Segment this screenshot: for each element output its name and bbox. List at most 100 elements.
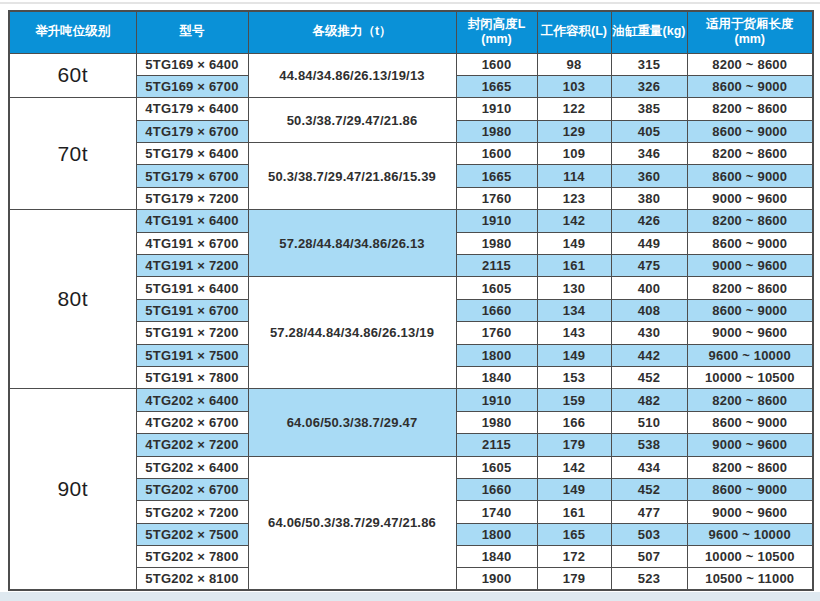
stage-thrust-cell: 64.06/50.3/38.7/29.47	[248, 389, 456, 456]
working-volume-cell: 103	[537, 75, 611, 97]
model-cell: 4TG191 × 7200	[136, 255, 248, 277]
working-volume-cell: 122	[537, 98, 611, 120]
model-cell: 5TG202 × 7500	[136, 523, 248, 545]
closed-height-cell: 1760	[456, 322, 537, 344]
working-volume-cell: 134	[537, 299, 611, 321]
cylinder-weight-cell: 430	[611, 322, 687, 344]
cylinder-weight-cell: 510	[611, 411, 687, 433]
tonnage-class-cell: 60t	[9, 53, 136, 98]
model-cell: 4TG191 × 6700	[136, 232, 248, 254]
closed-height-cell: 1980	[456, 120, 537, 142]
model-cell: 4TG179 × 6700	[136, 120, 248, 142]
cylinder-weight-cell: 477	[611, 501, 687, 523]
column-header-4: 工作容积(L)	[537, 11, 611, 53]
cylinder-weight-cell: 538	[611, 434, 687, 456]
working-volume-cell: 143	[537, 322, 611, 344]
cylinder-weight-cell: 449	[611, 232, 687, 254]
page-bottom-strip	[0, 592, 820, 601]
closed-height-cell: 1840	[456, 546, 537, 568]
cargo-box-length-cell: 8600 ~ 9000	[687, 232, 813, 254]
working-volume-cell: 149	[537, 232, 611, 254]
model-cell: 5TG202 × 6400	[136, 456, 248, 478]
working-volume-cell: 172	[537, 546, 611, 568]
column-header-label: 油缸重量(kg)	[613, 24, 686, 40]
working-volume-cell: 142	[537, 210, 611, 232]
closed-height-cell: 1740	[456, 501, 537, 523]
cylinder-weight-cell: 507	[611, 546, 687, 568]
stage-thrust-cell: 64.06/50.3/38.7/29.47/21.86	[248, 456, 456, 590]
model-cell: 5TG191 × 7800	[136, 366, 248, 388]
closed-height-cell: 1910	[456, 389, 537, 411]
cargo-box-length-cell: 8200 ~ 8600	[687, 456, 813, 478]
cargo-box-length-cell: 8600 ~ 9000	[687, 75, 813, 97]
working-volume-cell: 179	[537, 568, 611, 590]
cargo-box-length-cell: 8600 ~ 9000	[687, 299, 813, 321]
column-header-1: 型号	[136, 11, 248, 53]
cargo-box-length-cell: 9000 ~ 9600	[687, 187, 813, 209]
closed-height-cell: 1840	[456, 366, 537, 388]
cargo-box-length-cell: 10000 ~ 10500	[687, 366, 813, 388]
cargo-box-length-cell: 10000 ~ 10500	[687, 546, 813, 568]
column-header-0: 举升吨位级别	[9, 11, 136, 53]
cargo-box-length-cell: 8200 ~ 8600	[687, 53, 813, 75]
page-top-edge-line	[0, 2, 820, 4]
working-volume-cell: 109	[537, 143, 611, 165]
model-cell: 5TG191 × 7500	[136, 344, 248, 366]
model-cell: 5TG202 × 7800	[136, 546, 248, 568]
cylinder-weight-cell: 326	[611, 75, 687, 97]
tonnage-class-cell: 90t	[9, 389, 136, 591]
cargo-box-length-cell: 8200 ~ 8600	[687, 210, 813, 232]
cylinder-weight-cell: 503	[611, 523, 687, 545]
column-header-label: 工作容积(L)	[539, 24, 610, 40]
working-volume-cell: 142	[537, 456, 611, 478]
cylinder-weight-cell: 523	[611, 568, 687, 590]
closed-height-cell: 2115	[456, 434, 537, 456]
cargo-box-length-cell: 9000 ~ 9600	[687, 322, 813, 344]
working-volume-cell: 149	[537, 344, 611, 366]
cargo-box-length-cell: 8600 ~ 9000	[687, 165, 813, 187]
working-volume-cell: 98	[537, 53, 611, 75]
cylinder-weight-cell: 405	[611, 120, 687, 142]
cargo-box-length-cell: 8600 ~ 9000	[687, 411, 813, 433]
table-body: 60t5TG169 × 640044.84/34.86/26.13/19/131…	[9, 53, 813, 590]
cylinder-weight-cell: 434	[611, 456, 687, 478]
cylinder-weight-cell: 360	[611, 165, 687, 187]
model-cell: 5TG179 × 7200	[136, 187, 248, 209]
cargo-box-length-cell: 9600 ~ 10000	[687, 344, 813, 366]
cylinder-weight-cell: 452	[611, 366, 687, 388]
closed-height-cell: 1665	[456, 75, 537, 97]
model-cell: 4TG191 × 6400	[136, 210, 248, 232]
model-cell: 5TG202 × 7200	[136, 501, 248, 523]
cargo-box-length-cell: 9000 ~ 9600	[687, 255, 813, 277]
cylinder-weight-cell: 426	[611, 210, 687, 232]
cargo-box-length-cell: 10500 ~ 11000	[687, 568, 813, 590]
working-volume-cell: 123	[537, 187, 611, 209]
cargo-box-length-cell: 8200 ~ 8600	[687, 389, 813, 411]
model-cell: 5TG202 × 6700	[136, 478, 248, 500]
cylinder-weight-cell: 315	[611, 53, 687, 75]
model-cell: 5TG191 × 7200	[136, 322, 248, 344]
cylinder-weight-cell: 400	[611, 277, 687, 299]
column-header-label: 适用于货厢长度	[689, 17, 812, 33]
tonnage-class-cell: 80t	[9, 210, 136, 389]
cylinder-weight-cell: 385	[611, 98, 687, 120]
working-volume-cell: 165	[537, 523, 611, 545]
model-cell: 5TG191 × 6700	[136, 299, 248, 321]
stage-thrust-cell: 50.3/38.7/29.47/21.86/15.39	[248, 143, 456, 210]
model-cell: 4TG202 × 6700	[136, 411, 248, 433]
column-header-5: 油缸重量(kg)	[611, 11, 687, 53]
stage-thrust-cell: 57.28/44.84/34.86/26.13	[248, 210, 456, 277]
column-header-2: 各级推力（t）	[248, 11, 456, 53]
working-volume-cell: 130	[537, 277, 611, 299]
closed-height-cell: 1600	[456, 53, 537, 75]
model-cell: 4TG202 × 7200	[136, 434, 248, 456]
cylinder-weight-cell: 380	[611, 187, 687, 209]
working-volume-cell: 159	[537, 389, 611, 411]
closed-height-cell: 1910	[456, 210, 537, 232]
table-row: 60t5TG169 × 640044.84/34.86/26.13/19/131…	[9, 53, 813, 75]
column-header-label: 各级推力（t）	[250, 24, 455, 40]
closed-height-cell: 1800	[456, 344, 537, 366]
closed-height-cell: 1910	[456, 98, 537, 120]
column-header-label: 举升吨位级别	[11, 24, 135, 40]
cylinder-weight-cell: 452	[611, 478, 687, 500]
